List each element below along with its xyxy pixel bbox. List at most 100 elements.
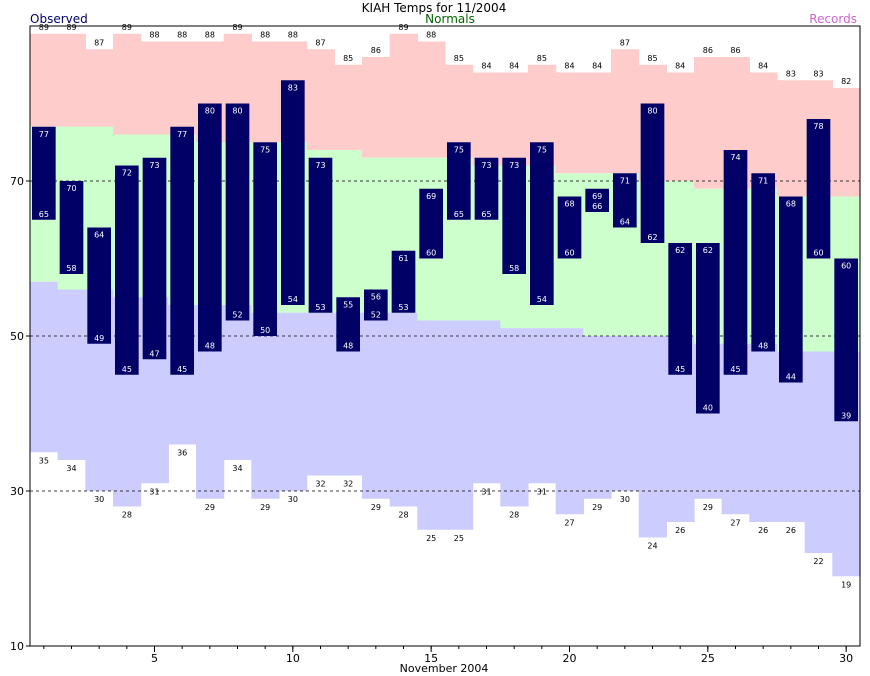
record-high-label: 84	[509, 62, 519, 71]
record-high-label: 87	[94, 38, 104, 47]
observed-low-label: 65	[454, 210, 464, 219]
record-low-band-day-20	[555, 328, 584, 515]
record-high-label: 86	[703, 46, 713, 55]
observed-bar-day-14	[391, 250, 416, 313]
observed-low-label: 45	[730, 365, 740, 374]
record-low-band-day-10	[279, 312, 308, 491]
record-low-band-day-21	[583, 336, 612, 499]
observed-bar-day-19	[530, 142, 554, 305]
record-high-band-day-20	[555, 72, 584, 174]
observed-low-label: 52	[232, 311, 242, 320]
observed-high-label: 62	[675, 246, 685, 255]
record-high-band-day-3	[85, 49, 114, 127]
record-high-label: 85	[647, 54, 657, 63]
normal-band-day-12	[334, 150, 363, 313]
record-high-label: 88	[288, 31, 298, 40]
record-low-band-day-16	[445, 320, 474, 530]
record-high-band-day-28	[777, 80, 806, 197]
observed-low-label: 65	[481, 210, 491, 219]
record-low-label: 28	[398, 511, 408, 520]
record-low-label: 28	[509, 511, 519, 520]
record-low-label: 29	[703, 503, 713, 512]
legend-observed: Observed	[30, 12, 88, 26]
observed-high-label: 69	[592, 192, 602, 201]
record-low-label: 29	[205, 503, 215, 512]
record-low-label: 29	[260, 503, 270, 512]
observed-high-label: 62	[703, 246, 713, 255]
record-low-label: 30	[94, 495, 104, 504]
y-tick-label: 30	[10, 485, 24, 498]
observed-bar-day-22	[613, 173, 637, 228]
record-high-label: 88	[260, 31, 270, 40]
record-high-label: 84	[758, 62, 768, 71]
record-low-label: 27	[730, 518, 740, 527]
record-high-label: 84	[675, 62, 685, 71]
record-high-band-day-18	[500, 72, 529, 166]
x-tick-label: 10	[286, 652, 300, 665]
observed-high-label: 73	[481, 161, 491, 170]
record-low-label: 32	[343, 480, 353, 489]
record-high-label: 85	[343, 54, 353, 63]
record-low-band-day-22	[611, 336, 640, 491]
record-low-band-day-1	[30, 281, 59, 453]
observed-bar-day-1	[32, 126, 56, 220]
record-high-label: 86	[371, 46, 381, 55]
record-low-label: 25	[426, 534, 436, 543]
observed-high-label: 77	[39, 130, 49, 139]
observed-high-label: 75	[260, 145, 270, 154]
record-low-band-day-8	[223, 305, 252, 460]
observed-high-label: 83	[288, 83, 298, 92]
record-high-label: 84	[564, 62, 574, 71]
observed-bar-day-24	[668, 243, 692, 375]
observed-high-label: 69	[426, 192, 436, 201]
observed-high-label: 74	[730, 153, 740, 162]
record-high-band-day-6	[168, 41, 197, 135]
observed-bar-day-11	[308, 157, 333, 313]
record-low-label: 26	[675, 526, 685, 535]
record-low-label: 25	[454, 534, 464, 543]
observed-high-label: 80	[647, 107, 657, 116]
record-high-label: 84	[481, 62, 491, 71]
record-high-band-day-27	[749, 72, 778, 189]
observed-low-label: 60	[564, 249, 574, 258]
record-high-band-day-24	[666, 72, 695, 181]
observed-bar-day-7	[198, 103, 222, 352]
value-labels: 77 65 89 35 70 58 89 34 64 49 87 30 72 45 89 28 73 47 88 31…	[39, 23, 852, 590]
x-tick-label: 20	[563, 652, 577, 665]
record-high-band-day-13	[362, 57, 391, 158]
x-tick-label: 30	[839, 652, 853, 665]
observed-high-label: 73	[149, 161, 159, 170]
observed-high-label: 73	[315, 161, 325, 170]
record-low-label: 30	[620, 495, 630, 504]
observed-high-label: 70	[66, 184, 76, 193]
observed-low-label: 62	[647, 233, 657, 242]
observed-bar-day-21	[585, 188, 609, 212]
observed-bar-day-17	[474, 157, 499, 220]
observed-low-label: 48	[758, 342, 768, 351]
record-high-label: 89	[39, 23, 49, 32]
observed-high-label: 56	[371, 293, 381, 302]
record-low-label: 24	[647, 542, 657, 551]
record-high-band-day-9	[251, 41, 280, 143]
observed-low-label: 39	[841, 411, 851, 420]
record-low-label: 36	[177, 449, 187, 458]
observed-low-label: 45	[675, 365, 685, 374]
y-tick-label: 50	[10, 330, 24, 343]
observed-high-label: 75	[537, 145, 547, 154]
record-low-band-day-2	[57, 289, 86, 460]
record-low-band-day-13	[362, 312, 391, 499]
record-high-band-day-17	[472, 72, 501, 166]
observed-high-label: 55	[343, 300, 353, 309]
observed-low-label: 53	[398, 303, 408, 312]
record-low-band-day-15	[417, 320, 446, 530]
record-low-band-day-14	[389, 312, 418, 507]
observed-low-label: 58	[509, 264, 519, 273]
record-low-band-day-27	[749, 343, 778, 522]
observed-bar-day-13	[364, 289, 388, 321]
record-high-label: 88	[177, 31, 187, 40]
observed-bar-day-8	[225, 103, 250, 321]
record-low-label: 27	[564, 518, 574, 527]
observed-high-label: 72	[122, 169, 132, 178]
x-tick-label: 25	[701, 652, 715, 665]
